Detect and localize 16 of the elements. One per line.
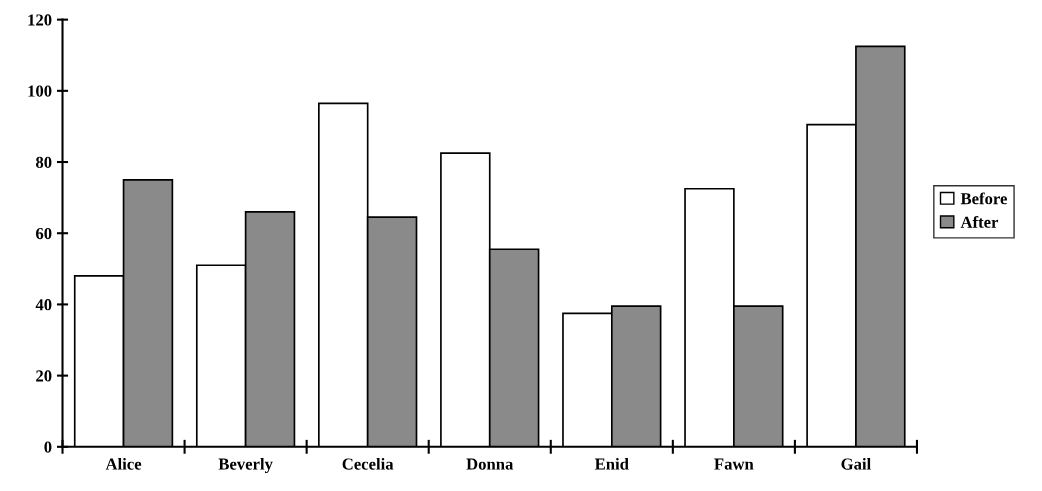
x-tick-label: Fawn	[714, 458, 754, 470]
x-tick-label: Donna	[466, 458, 514, 470]
y-tick-label: 120	[28, 14, 52, 26]
x-tick-label: Cecelia	[342, 457, 394, 470]
y-tick-label: 20	[36, 370, 52, 382]
x-tick-label: Gail	[841, 457, 871, 470]
x-tick-label: Beverly	[218, 457, 273, 474]
y-tick-label: 0	[44, 441, 52, 453]
y-tick-label: 40	[35, 299, 52, 311]
x-tick-label: Alice	[105, 457, 142, 470]
y-tick-label: 80	[35, 156, 52, 168]
y-tick-label: 60	[36, 227, 52, 240]
y-tick-label: 100	[28, 85, 52, 97]
legend-label: Before	[960, 192, 1007, 205]
x-tick-label: Enid	[594, 457, 629, 470]
legend-label: After	[960, 215, 999, 228]
